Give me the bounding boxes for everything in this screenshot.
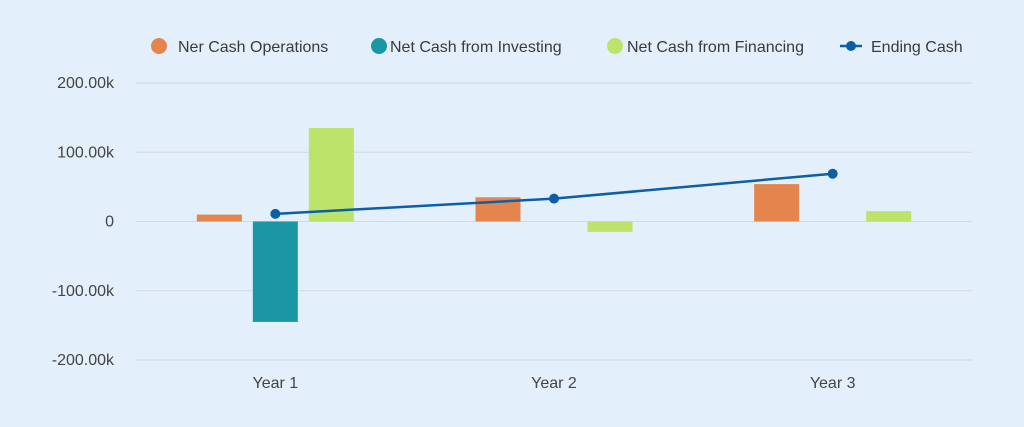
bar-net-cash-from-financing	[587, 221, 633, 232]
x-tick-label: Year 1	[252, 375, 298, 392]
point-ending-cash	[549, 193, 559, 204]
bar-ner-cash-operations	[754, 184, 800, 222]
legend-swatch	[607, 38, 623, 54]
bar-net-cash-from-financing	[308, 128, 354, 222]
y-tick-label: -200.00k	[52, 352, 115, 369]
y-tick-label: 100.00k	[57, 144, 115, 161]
y-axis: 200.00k 100.00k 0 -100.00k -200.00k	[52, 75, 115, 369]
y-tick-label: -100.00k	[52, 283, 115, 300]
legend-label: Net Cash from Investing	[390, 39, 562, 56]
legend-label: Ner Cash Operations	[178, 39, 328, 56]
bar-net-cash-from-investing	[252, 221, 298, 322]
legend-swatch-marker	[846, 41, 856, 51]
y-tick-label: 0	[105, 214, 114, 231]
bar-ner-cash-operations	[196, 214, 242, 222]
x-tick-label: Year 2	[531, 375, 577, 392]
x-tick-label: Year 3	[810, 375, 856, 392]
bar-series-group	[196, 128, 912, 322]
line-series-group	[270, 168, 838, 219]
legend-swatch	[151, 38, 167, 54]
legend-label: Ending Cash	[871, 39, 963, 56]
y-tick-label: 200.00k	[57, 75, 115, 92]
bar-net-cash-from-financing	[866, 211, 912, 222]
x-axis: Year 1 Year 2 Year 3	[252, 375, 855, 392]
point-ending-cash	[827, 168, 838, 179]
legend: Ner Cash Operations Net Cash from Investi…	[151, 38, 963, 56]
legend-label: Net Cash from Financing	[627, 39, 804, 56]
legend-swatch	[371, 38, 387, 54]
point-ending-cash	[270, 208, 281, 219]
